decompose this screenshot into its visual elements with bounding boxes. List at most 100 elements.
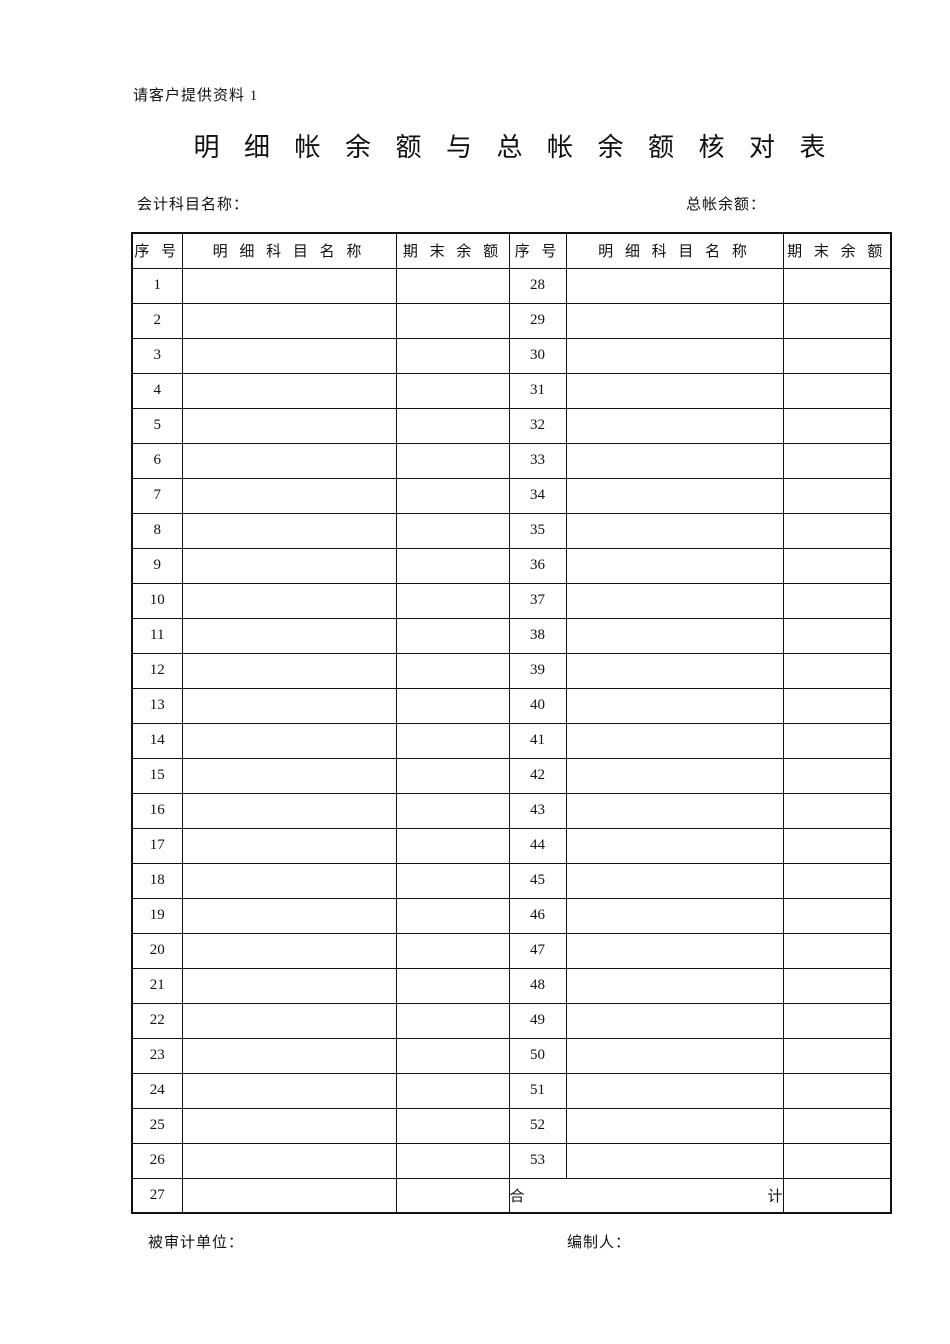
- table-row: 14 41: [131, 722, 892, 759]
- table-row: 9 36: [131, 547, 892, 584]
- ending-balance-cell-right: [782, 1107, 892, 1144]
- seq-cell-right: 53: [508, 1142, 567, 1179]
- detail-name-cell-left: [181, 617, 397, 654]
- total-label: 合计: [509, 1185, 782, 1206]
- seq-cell-right: 49: [508, 1002, 567, 1039]
- ending-balance-cell-left: [395, 1107, 510, 1144]
- ending-balance-cell-right: [782, 547, 892, 584]
- ending-balance-cell-right: [782, 617, 892, 654]
- ending-balance-cell-right: [782, 302, 892, 339]
- seq-cell-left: 25: [131, 1107, 183, 1144]
- detail-name-cell-left: [181, 757, 397, 794]
- seq-cell-right: 35: [508, 512, 567, 549]
- header-detail-name-right: 明 细 科 目 名 称: [565, 232, 784, 269]
- total-label-left-char: 合: [509, 1188, 525, 1205]
- ending-balance-cell-right: [782, 827, 892, 864]
- account-subject-name-label: 会计科目名称：: [137, 197, 250, 213]
- ending-balance-cell-right: [782, 582, 892, 619]
- seq-cell-right: 42: [508, 757, 567, 794]
- footer-row: 被审计单位： 编制人：: [0, 1231, 950, 1253]
- ending-balance-cell-left: [395, 617, 510, 654]
- ending-balance-cell-right: [782, 897, 892, 934]
- seq-cell-left: 7: [131, 477, 183, 514]
- header-ending-balance-left: 期 末 余 额: [395, 232, 510, 269]
- detail-name-cell-right: [565, 582, 784, 619]
- seq-cell-right: 29: [508, 302, 567, 339]
- detail-name-cell-left: [181, 862, 397, 899]
- ending-balance-cell-left: [395, 722, 510, 759]
- audited-unit-label: 被审计单位：: [148, 1235, 245, 1251]
- header-ending-balance-right: 期 末 余 额: [782, 232, 892, 269]
- page-title: 明 细 帐 余 额 与 总 帐 余 额 核 对 表: [193, 133, 835, 162]
- seq-cell-left: 16: [131, 792, 183, 829]
- seq-cell-left: 27: [131, 1177, 183, 1214]
- seq-cell-right: 46: [508, 897, 567, 934]
- detail-name-cell-left: [181, 897, 397, 934]
- ending-balance-cell-right: [782, 1142, 892, 1179]
- ending-balance-cell-left: [395, 932, 510, 969]
- detail-name-cell-left: [181, 1177, 397, 1214]
- detail-name-cell-left: [181, 337, 397, 374]
- table-row: 6 33: [131, 442, 892, 479]
- ending-balance-cell-right: [782, 862, 892, 899]
- seq-cell-left: 3: [131, 337, 183, 374]
- seq-cell-right: 48: [508, 967, 567, 1004]
- ending-balance-cell-right: [782, 442, 892, 479]
- general-ledger-balance-label: 总帐余额：: [686, 197, 767, 213]
- table-row: 1 28: [131, 267, 892, 304]
- ending-balance-cell-left: [395, 407, 510, 444]
- table-row: 24 51: [131, 1072, 892, 1109]
- detail-name-cell-left: [181, 477, 397, 514]
- preparer-label: 编制人：: [567, 1235, 632, 1251]
- seq-cell-right: 34: [508, 477, 567, 514]
- detail-name-cell-left: [181, 302, 397, 339]
- ending-balance-cell-left: [395, 1177, 510, 1214]
- ending-balance-cell-left: [395, 652, 510, 689]
- title-wrap: 明 细 帐 余 额 与 总 帐 余 额 核 对 表: [131, 127, 897, 164]
- detail-name-cell-right: [565, 1107, 784, 1144]
- ending-balance-cell-left: [395, 1002, 510, 1039]
- seq-cell-left: 22: [131, 1002, 183, 1039]
- detail-name-cell-right: [565, 967, 784, 1004]
- table-row: 7 34: [131, 477, 892, 514]
- ending-balance-cell-left: [395, 827, 510, 864]
- table-row: 20 47: [131, 932, 892, 969]
- seq-cell-right: 28: [508, 267, 567, 304]
- seq-cell-right: 31: [508, 372, 567, 409]
- detail-name-cell-left: [181, 722, 397, 759]
- total-label-cell: 合计: [508, 1177, 784, 1214]
- detail-name-cell-left: [181, 687, 397, 724]
- table-body: 1 28 2 29 3 30 4 31 5 32 6 33 7 34 8 35 9 36 10 37 11 38 12 39 1…: [131, 267, 892, 1214]
- table-row: 5 32: [131, 407, 892, 444]
- header-seq-left: 序 号: [131, 232, 183, 269]
- seq-cell-right: 51: [508, 1072, 567, 1109]
- table-row: 17 44: [131, 827, 892, 864]
- table-row: 3 30: [131, 337, 892, 374]
- detail-name-cell-left: [181, 582, 397, 619]
- ending-balance-cell-left: [395, 372, 510, 409]
- ending-balance-cell-left: [395, 512, 510, 549]
- seq-cell-right: 30: [508, 337, 567, 374]
- detail-name-cell-right: [565, 792, 784, 829]
- seq-cell-right: 32: [508, 407, 567, 444]
- header-seq-right: 序 号: [508, 232, 567, 269]
- table-row: 22 49: [131, 1002, 892, 1039]
- detail-name-cell-left: [181, 1002, 397, 1039]
- seq-cell-right: 44: [508, 827, 567, 864]
- seq-cell-right: 40: [508, 687, 567, 724]
- detail-name-cell-right: [565, 477, 784, 514]
- seq-cell-left: 9: [131, 547, 183, 584]
- ending-balance-cell-right: [782, 792, 892, 829]
- ending-balance-cell-right: [782, 967, 892, 1004]
- seq-cell-left: 14: [131, 722, 183, 759]
- detail-name-cell-left: [181, 407, 397, 444]
- detail-name-cell-right: [565, 442, 784, 479]
- seq-cell-left: 10: [131, 582, 183, 619]
- detail-name-cell-left: [181, 512, 397, 549]
- ending-balance-cell-right: [782, 1037, 892, 1074]
- detail-name-cell-left: [181, 442, 397, 479]
- seq-cell-right: 41: [508, 722, 567, 759]
- ending-balance-cell-right: [782, 687, 892, 724]
- ending-balance-cell-right: [782, 267, 892, 304]
- ending-balance-cell-left: [395, 1142, 510, 1179]
